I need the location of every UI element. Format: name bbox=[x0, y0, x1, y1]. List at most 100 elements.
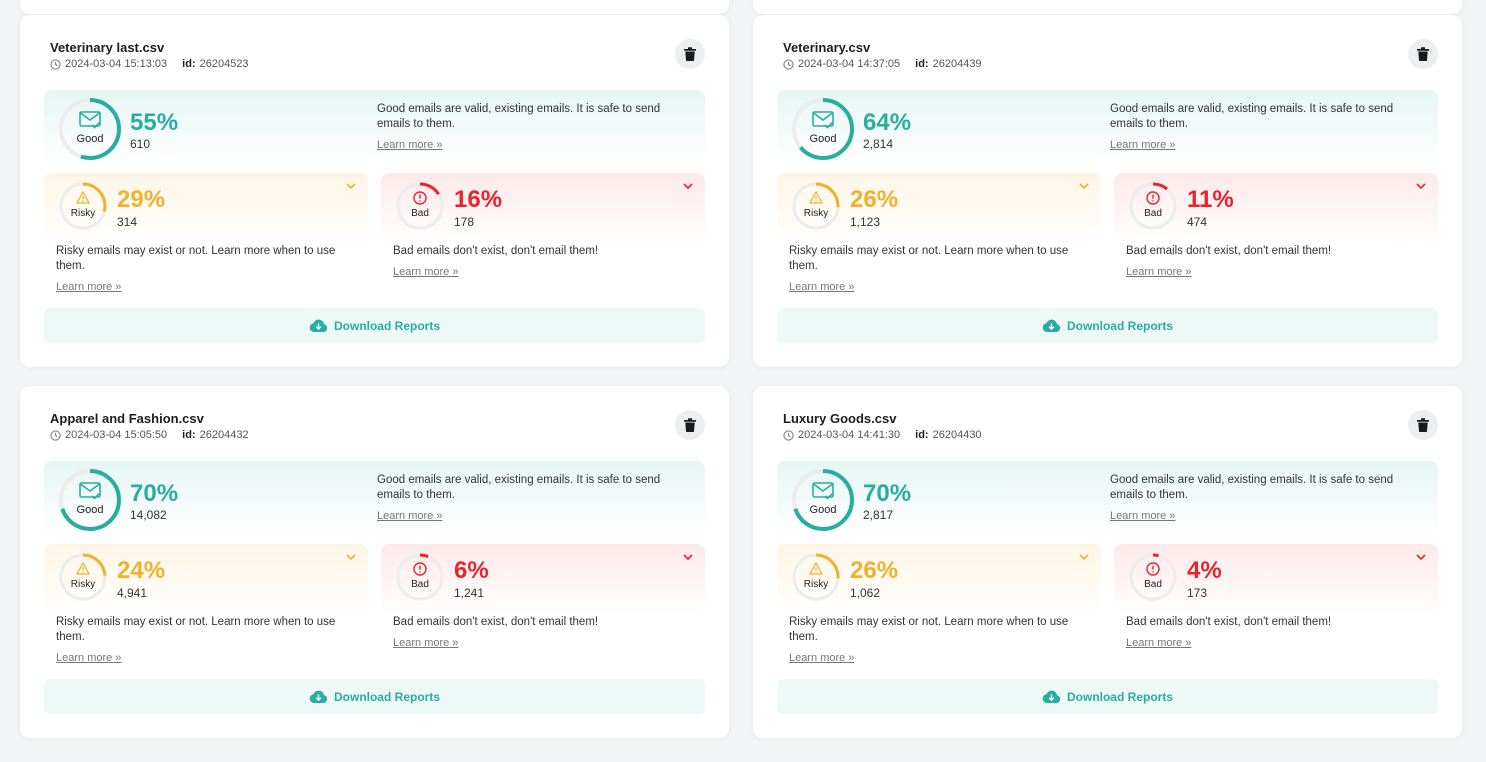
chevron-down-icon[interactable] bbox=[1079, 554, 1089, 561]
trash-icon bbox=[1417, 418, 1429, 432]
good-label: Good bbox=[76, 504, 104, 516]
mail-check-icon bbox=[79, 482, 101, 500]
bad-description: Bad emails don't exist, don't email them… bbox=[393, 616, 599, 628]
bad-emails-panel[interactable]: Bad 4% 173 bbox=[1114, 544, 1438, 614]
file-id: 26204430 bbox=[932, 429, 982, 441]
download-reports-label: Download Reports bbox=[333, 318, 440, 333]
clock-icon bbox=[783, 429, 794, 441]
file-id: 26204523 bbox=[199, 58, 249, 70]
risky-label: Risky bbox=[70, 579, 96, 590]
file-name: Veterinary last.csv bbox=[50, 40, 165, 55]
good-learn-more-link[interactable]: Learn more » bbox=[1110, 510, 1176, 522]
risky-learn-more-link[interactable]: Learn more » bbox=[789, 281, 855, 293]
good-learn-more-link[interactable]: Learn more » bbox=[377, 139, 443, 151]
chevron-down-icon[interactable] bbox=[346, 183, 356, 190]
file-meta: 2024-03-04 14:37:05 id: 26204439 bbox=[783, 58, 982, 70]
download-reports-button[interactable]: Download Reports bbox=[777, 308, 1438, 343]
good-description: Good emails are valid, existing emails. … bbox=[1110, 103, 1394, 130]
id-label: id: bbox=[182, 58, 196, 70]
risky-emails-panel[interactable]: Risky 29% 314 bbox=[44, 173, 368, 243]
mail-check-icon bbox=[812, 482, 834, 500]
risky-count: 4,941 bbox=[117, 586, 148, 600]
delete-button[interactable] bbox=[675, 410, 705, 440]
bad-emails-panel[interactable]: Bad 16% 178 bbox=[381, 173, 705, 243]
previous-card-bottom bbox=[20, 0, 729, 14]
chevron-down-icon[interactable] bbox=[346, 554, 356, 561]
download-reports-label: Download Reports bbox=[333, 689, 440, 704]
file-meta: 2024-03-04 15:05:50 id: 26204432 bbox=[50, 429, 249, 441]
risky-count: 1,062 bbox=[850, 586, 881, 600]
chevron-down-icon[interactable] bbox=[683, 554, 693, 561]
warning-icon bbox=[809, 191, 823, 204]
good-emails-panel: Good 70% 14,082 Good emails are valid, e… bbox=[44, 461, 705, 535]
bad-count: 1,241 bbox=[454, 586, 485, 600]
risky-learn-more-link[interactable]: Learn more » bbox=[789, 652, 855, 664]
delete-button[interactable] bbox=[675, 39, 705, 69]
download-reports-button[interactable]: Download Reports bbox=[44, 679, 705, 714]
risky-learn-more-link[interactable]: Learn more » bbox=[56, 281, 122, 293]
risky-label: Risky bbox=[803, 579, 829, 590]
file-report-card: Apparel and Fashion.csv 2024-03-04 15:05… bbox=[20, 386, 729, 738]
risky-description: Risky emails may exist or not. Learn mor… bbox=[789, 616, 1069, 643]
clock-icon bbox=[50, 58, 61, 70]
good-percent: 70% bbox=[130, 480, 179, 507]
chevron-down-icon[interactable] bbox=[1416, 554, 1426, 561]
delete-button[interactable] bbox=[1408, 39, 1438, 69]
bad-description: Bad emails don't exist, don't email them… bbox=[393, 245, 599, 257]
bad-emails-panel[interactable]: Bad 6% 1,241 bbox=[381, 544, 705, 614]
good-percent: 55% bbox=[130, 109, 179, 136]
download-reports-button[interactable]: Download Reports bbox=[777, 679, 1438, 714]
bad-label: Bad bbox=[1144, 579, 1162, 590]
risky-percent: 29% bbox=[117, 186, 166, 213]
file-name: Veterinary.csv bbox=[783, 40, 871, 55]
risky-label: Risky bbox=[70, 208, 96, 219]
bad-learn-more-link[interactable]: Learn more » bbox=[393, 637, 459, 649]
cloud-download-icon bbox=[1042, 690, 1061, 703]
chevron-down-icon[interactable] bbox=[683, 183, 693, 190]
risky-emails-panel[interactable]: Risky 24% 4,941 bbox=[44, 544, 368, 614]
id-label: id: bbox=[915, 429, 929, 441]
download-reports-button[interactable]: Download Reports bbox=[44, 308, 705, 343]
id-label: id: bbox=[915, 58, 929, 70]
good-learn-more-link[interactable]: Learn more » bbox=[377, 510, 443, 522]
trash-icon bbox=[684, 47, 696, 61]
delete-button[interactable] bbox=[1408, 410, 1438, 440]
bad-learn-more-link[interactable]: Learn more » bbox=[393, 266, 459, 278]
cloud-download-icon bbox=[309, 319, 328, 332]
bad-progress-ring: Bad bbox=[395, 181, 445, 231]
bad-learn-more-link[interactable]: Learn more » bbox=[1126, 637, 1192, 649]
warning-icon bbox=[76, 562, 90, 575]
risky-count: 314 bbox=[117, 215, 138, 229]
bad-learn-more-link[interactable]: Learn more » bbox=[1126, 266, 1192, 278]
risky-progress-ring: Risky bbox=[791, 552, 841, 602]
risky-description: Risky emails may exist or not. Learn mor… bbox=[56, 616, 336, 643]
bad-count: 173 bbox=[1187, 586, 1208, 600]
risky-learn-more-link[interactable]: Learn more » bbox=[56, 652, 122, 664]
good-emails-panel: Good 55% 610 Good emails are valid, exis… bbox=[44, 90, 705, 164]
risky-emails-panel[interactable]: Risky 26% 1,062 bbox=[777, 544, 1101, 614]
bad-emails-panel[interactable]: Bad 11% 474 bbox=[1114, 173, 1438, 243]
download-reports-label: Download Reports bbox=[1066, 318, 1173, 333]
chevron-down-icon[interactable] bbox=[1416, 183, 1426, 190]
file-report-card: Luxury Goods.csv 2024-03-04 14:41:30 id:… bbox=[753, 386, 1462, 738]
risky-description: Risky emails may exist or not. Learn mor… bbox=[56, 245, 336, 272]
id-label: id: bbox=[182, 429, 196, 441]
good-progress-ring: Good bbox=[58, 97, 122, 161]
file-report-card: Veterinary.csv 2024-03-04 14:37:05 id: 2… bbox=[753, 15, 1462, 367]
bad-progress-ring: Bad bbox=[1128, 181, 1178, 231]
clock-icon bbox=[783, 58, 794, 70]
risky-emails-panel[interactable]: Risky 26% 1,123 bbox=[777, 173, 1101, 243]
trash-icon bbox=[1417, 47, 1429, 61]
risky-label: Risky bbox=[803, 208, 829, 219]
upload-date: 2024-03-04 15:13:03 bbox=[65, 58, 168, 70]
upload-date: 2024-03-04 14:37:05 bbox=[798, 58, 901, 70]
clock-icon bbox=[50, 429, 61, 441]
bad-percent: 11% bbox=[1187, 186, 1234, 213]
cloud-download-icon bbox=[1042, 319, 1061, 332]
risky-percent: 26% bbox=[850, 186, 899, 213]
bad-percent: 4% bbox=[1187, 557, 1222, 584]
chevron-down-icon[interactable] bbox=[1079, 183, 1089, 190]
good-learn-more-link[interactable]: Learn more » bbox=[1110, 139, 1176, 151]
upload-date: 2024-03-04 14:41:30 bbox=[798, 429, 901, 441]
bad-count: 474 bbox=[1187, 215, 1208, 229]
